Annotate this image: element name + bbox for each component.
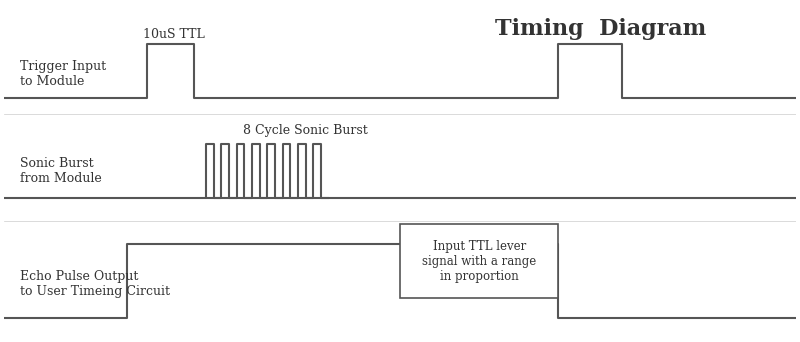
Text: 10uS TTL: 10uS TTL	[143, 27, 206, 40]
Text: Timing  Diagram: Timing Diagram	[495, 17, 706, 40]
FancyBboxPatch shape	[400, 224, 558, 298]
Text: 8 Cycle Sonic Burst: 8 Cycle Sonic Burst	[242, 124, 367, 137]
Text: Input TTL lever
signal with a range
in proportion: Input TTL lever signal with a range in p…	[422, 240, 536, 282]
Text: Trigger Input
to Module: Trigger Input to Module	[20, 60, 106, 88]
Text: Echo Pulse Output
to User Timeing Circuit: Echo Pulse Output to User Timeing Circui…	[20, 271, 170, 299]
Text: Sonic Burst
from Module: Sonic Burst from Module	[20, 157, 102, 185]
